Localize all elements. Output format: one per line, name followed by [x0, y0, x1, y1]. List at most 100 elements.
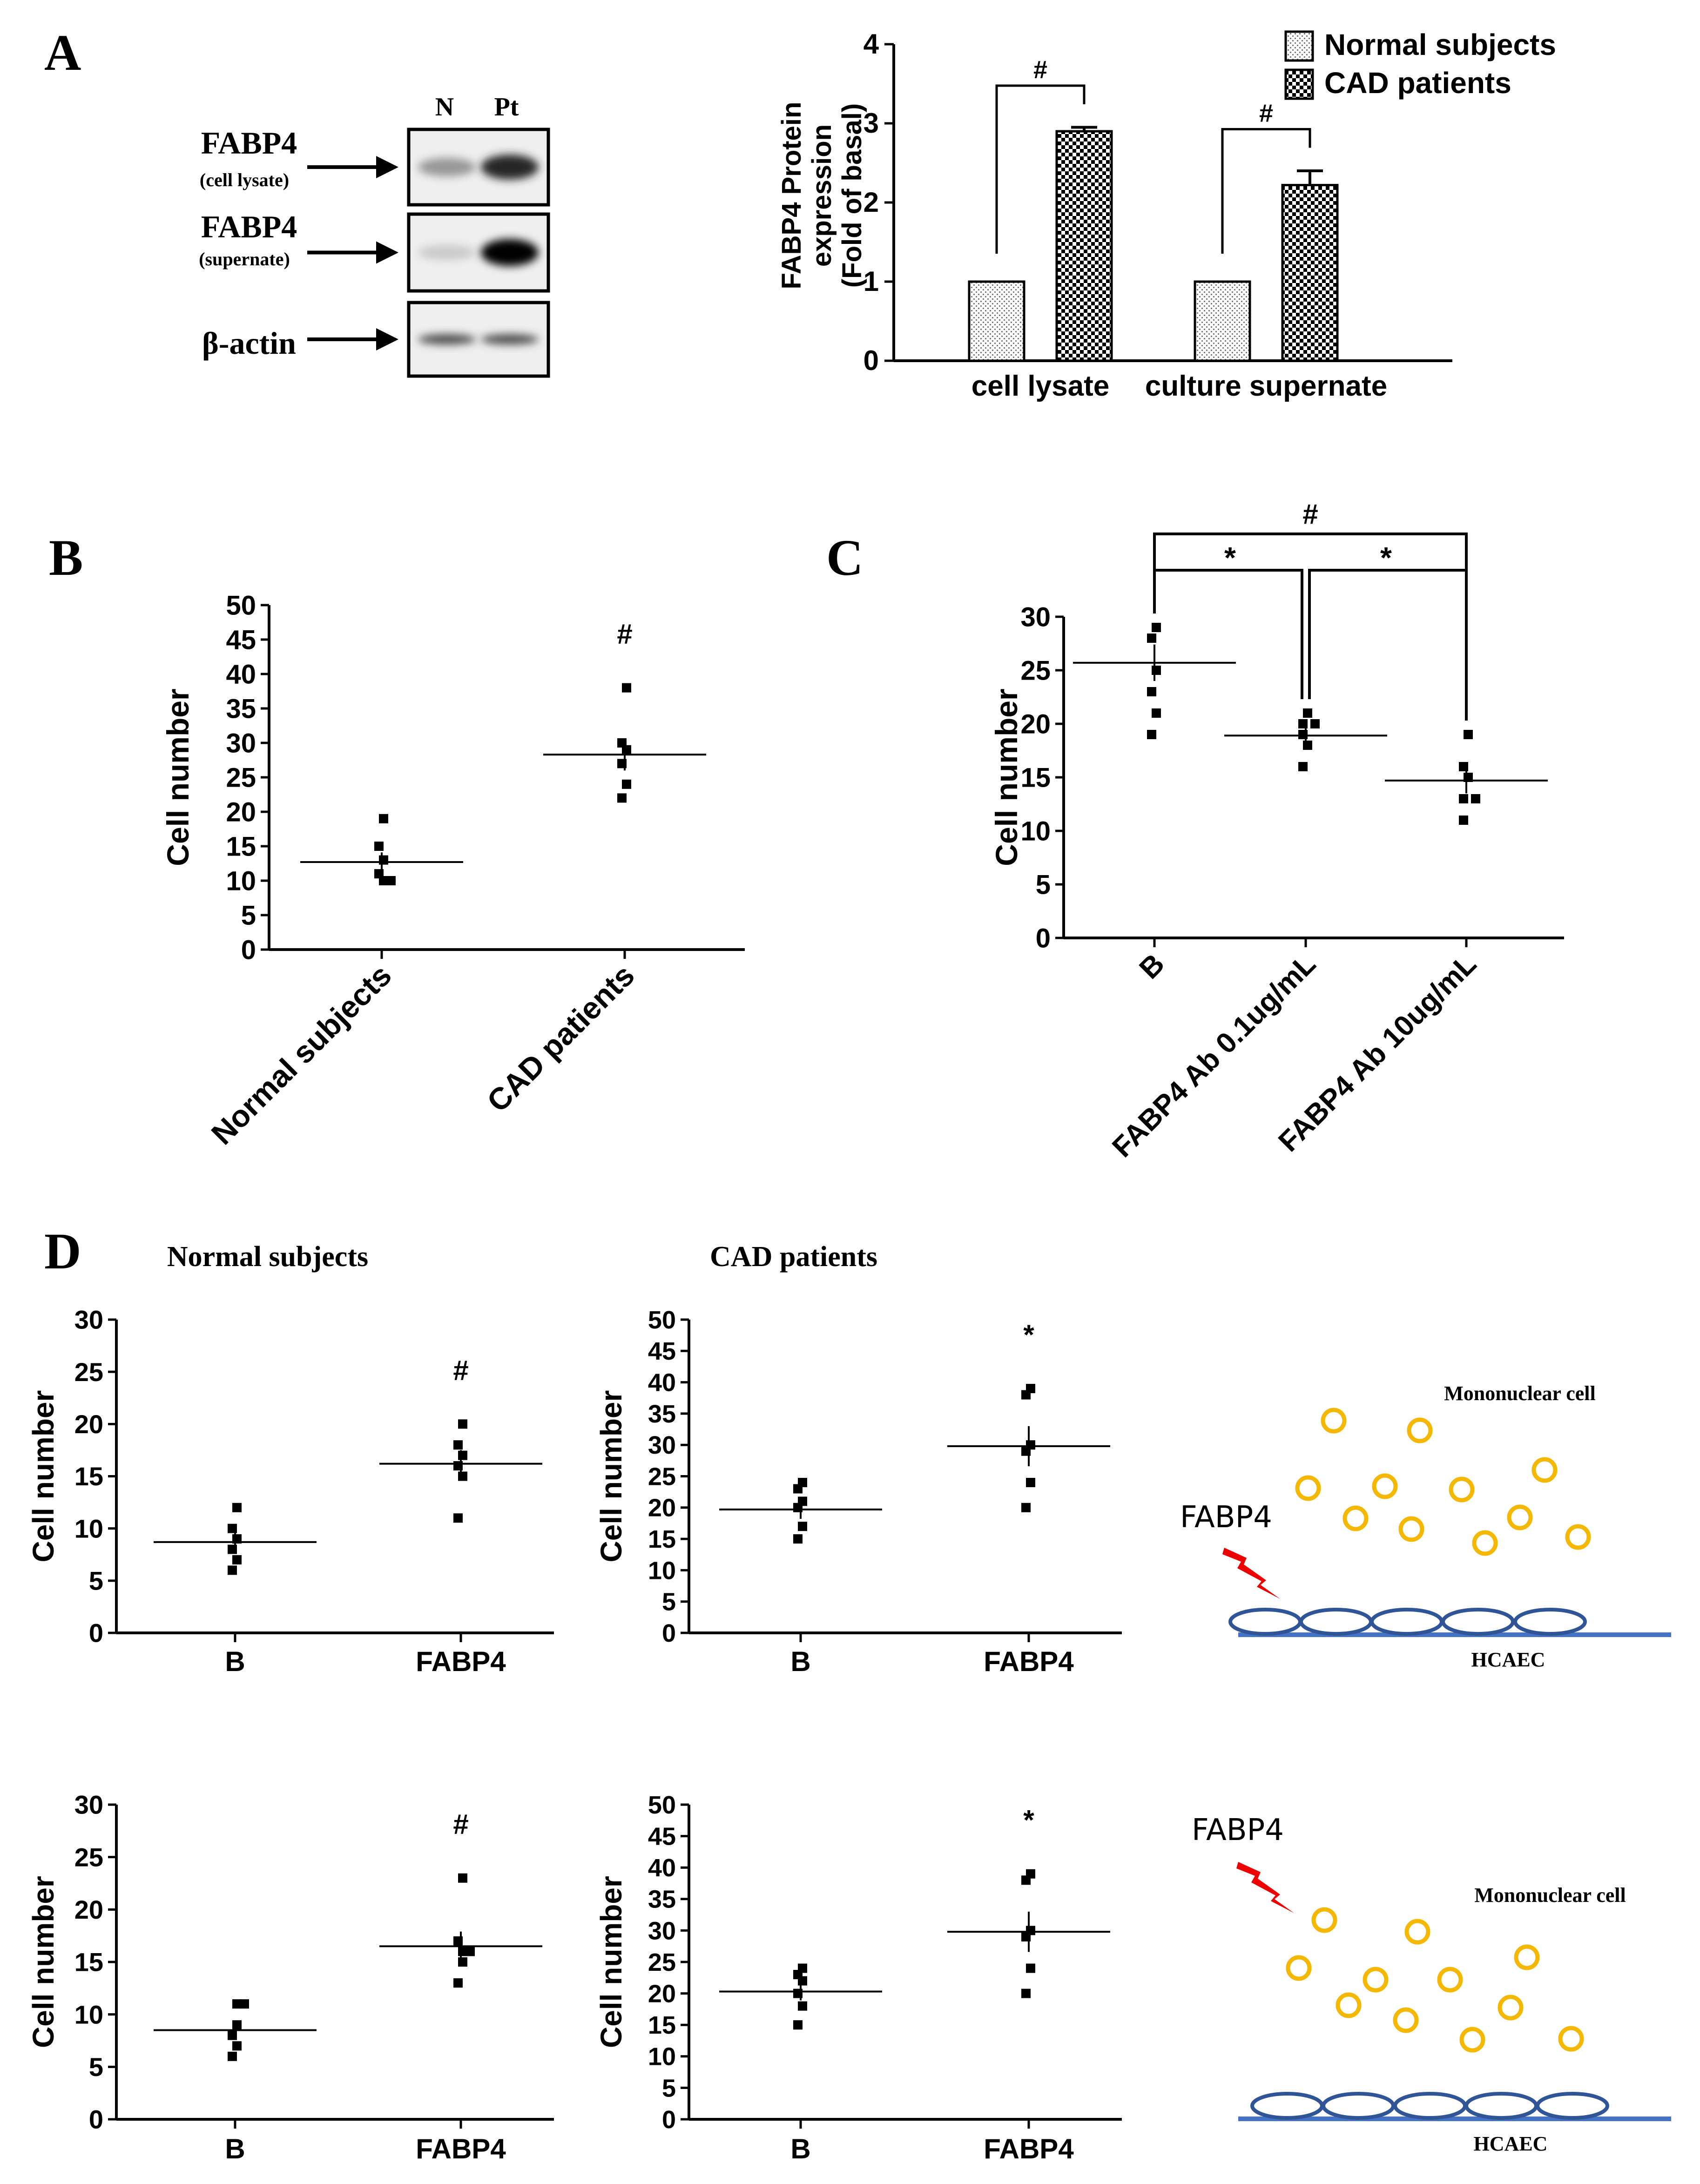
data-point [232, 1555, 242, 1564]
y-tick-label: 25 [74, 1357, 103, 1387]
data-point [622, 683, 631, 693]
chart-d3-scatter: 0 5 10 15 20 25 30 Cell number B FABP4 # [27, 1790, 554, 2164]
y-tick-label: 30 [226, 728, 256, 758]
data-point [622, 745, 631, 755]
y-tick-label: 3 [863, 108, 879, 139]
panel-label-c: C [826, 529, 863, 586]
y-tick-label: 5 [1036, 870, 1051, 900]
category-label: B [1133, 948, 1170, 985]
y-tick-label: 0 [1036, 923, 1051, 953]
y-tick-label: 0 [89, 1618, 103, 1648]
blot-band [481, 334, 539, 344]
mononuclear-cell [1558, 2026, 1584, 2052]
bar [1055, 130, 1113, 362]
y-tick-label: 40 [226, 659, 256, 689]
endothelial-cell [1299, 1608, 1373, 1636]
legend-label: Normal subjects [1324, 28, 1556, 61]
y-tick-label: 35 [648, 1886, 676, 1914]
mononuclear-cell [1342, 1505, 1369, 1531]
y-tick-label: 30 [74, 1790, 103, 1820]
mononuclear-cell [1393, 2007, 1419, 2033]
data-point [228, 1565, 237, 1575]
y-tick-label: 0 [662, 1619, 676, 1647]
data-point [798, 1522, 807, 1531]
blot-row-sub: (cell lysate) [200, 169, 289, 190]
mononuclear-cell [1498, 1995, 1524, 2021]
blot-band [481, 239, 539, 266]
data-point [1310, 719, 1320, 728]
data-point [228, 1523, 237, 1533]
category-label: B [225, 1646, 245, 1677]
category-label: cell lysate [971, 370, 1109, 402]
significance-bracket [995, 84, 1086, 254]
y-tick-label: 35 [226, 694, 256, 724]
y-tick-label: 20 [1020, 709, 1051, 739]
y-tick-label: 10 [226, 866, 256, 896]
data-point [458, 1873, 467, 1883]
category-label: CAD patients [480, 958, 641, 1119]
y-tick-label: 45 [226, 625, 256, 655]
legend-swatch [1284, 68, 1314, 100]
data-point [465, 1947, 475, 1956]
chart-title: Normal subjects [167, 1241, 368, 1273]
data-point [1021, 1989, 1031, 1998]
diagram-layer-label: HCAEC [1471, 1648, 1545, 1671]
mononuclear-cell [1286, 1955, 1312, 1981]
mononuclear-cell [1407, 1417, 1433, 1443]
y-tick-label: 10 [74, 1514, 103, 1543]
y-tick-label: 0 [863, 345, 879, 376]
y-tick-label: 0 [662, 2106, 676, 2134]
blot-lane-n: N [435, 93, 454, 121]
data-point [793, 1534, 803, 1544]
category-label: B [790, 2133, 810, 2164]
mononuclear-cell [1398, 1516, 1424, 1542]
blot-band [418, 158, 476, 176]
data-point [374, 842, 384, 851]
data-point [1147, 687, 1156, 696]
blot-lane-pt: Pt [494, 93, 519, 121]
diagram-stimulus-label: FABP4 [1180, 1500, 1272, 1535]
data-point [1298, 719, 1308, 728]
significance-mark: # [1259, 100, 1273, 128]
y-tick-label: 5 [662, 1588, 676, 1616]
category-label: FABP4 [984, 2133, 1074, 2164]
y-axis-label: Cell number [594, 1876, 628, 2048]
legend-label: CAD patients [1324, 66, 1511, 100]
diagram-cell-label: Mononuclear cell [1474, 1884, 1626, 1907]
data-point [386, 876, 396, 885]
mononuclear-cell [1531, 1457, 1558, 1483]
mononuclear-cell [1472, 1530, 1498, 1556]
y-tick-label: 15 [1020, 762, 1051, 793]
y-tick-label: 35 [648, 1400, 676, 1428]
endothelial-cell [1441, 1608, 1515, 1636]
y-tick-label: 20 [74, 1409, 103, 1439]
data-point [793, 2020, 803, 2030]
chart-b-scatter: 0 5 10 15 20 25 30 35 40 45 50 Cell number Normal su… [161, 590, 745, 1151]
data-point [1459, 816, 1468, 825]
y-tick-label: 45 [648, 1337, 676, 1365]
data-point [1303, 741, 1312, 750]
y-axis-label: Cell number [161, 688, 195, 866]
mononuclear-cell [1565, 1524, 1591, 1550]
blot-row-sub: (supernate) [199, 249, 290, 270]
data-point [458, 1450, 467, 1460]
category-label: B [790, 1646, 810, 1677]
lightning-bolt-icon [1222, 1548, 1280, 1599]
significance-bracket [1221, 128, 1311, 254]
bar [968, 280, 1025, 362]
diagram-cell-label: Mononuclear cell [1444, 1382, 1595, 1405]
significance-mark: * [1023, 1805, 1034, 1836]
data-point [1152, 623, 1161, 632]
y-tick-label: 25 [1020, 655, 1051, 686]
y-tick-label: 40 [648, 1369, 676, 1397]
y-tick-label: 15 [74, 1948, 103, 1977]
y-tick-label: 30 [74, 1305, 103, 1335]
mononuclear-cell [1437, 1967, 1463, 1993]
endothelial-cell [1536, 2092, 1609, 2120]
data-point [622, 779, 631, 789]
y-tick-label: 15 [74, 1462, 103, 1491]
mononuclear-cell [1449, 1476, 1475, 1503]
chart-d1-scatter: 0 5 10 15 20 25 30 Cell number Normal subjects B F… [27, 1241, 554, 1677]
